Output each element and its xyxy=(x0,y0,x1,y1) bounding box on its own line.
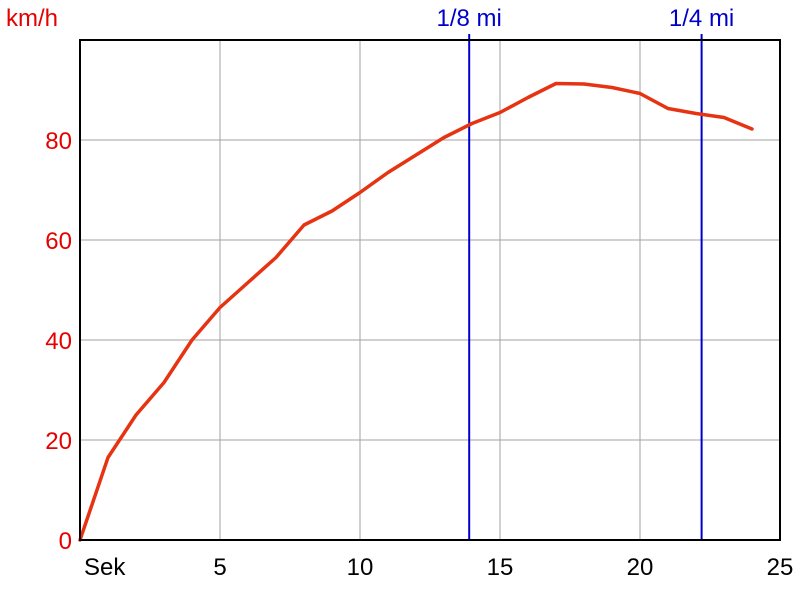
distance-markers: 1/8 mi 1/4 mi xyxy=(437,5,734,540)
series-layer xyxy=(78,81,754,542)
plot-frame xyxy=(79,39,781,541)
tick-labels: 5 10 15 20 25 0 20 40 60 80 xyxy=(45,128,793,581)
x-tick-label: 25 xyxy=(767,554,794,581)
x-tick-label: 20 xyxy=(627,554,654,581)
y-tick-label: 40 xyxy=(45,328,72,355)
y-tick-label: 20 xyxy=(45,428,72,455)
marker-label: 1/4 mi xyxy=(669,5,734,32)
x-tick-label: 10 xyxy=(347,554,374,581)
y-tick-label: 0 xyxy=(59,528,72,555)
speed-series-line xyxy=(78,81,754,542)
y-tick-label: 60 xyxy=(45,228,72,255)
x-tick-label: 15 xyxy=(487,554,514,581)
x-axis-label: Sek xyxy=(84,554,126,581)
marker-label: 1/8 mi xyxy=(437,5,502,32)
y-tick-label: 80 xyxy=(45,128,72,155)
grid xyxy=(80,40,780,540)
y-axis-label: km/h xyxy=(6,5,58,32)
x-tick-label: 5 xyxy=(213,554,226,581)
